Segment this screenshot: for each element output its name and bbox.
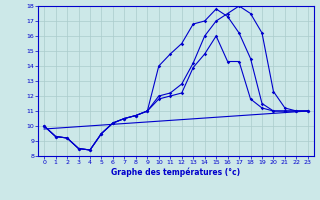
X-axis label: Graphe des températures (°c): Graphe des températures (°c): [111, 168, 241, 177]
